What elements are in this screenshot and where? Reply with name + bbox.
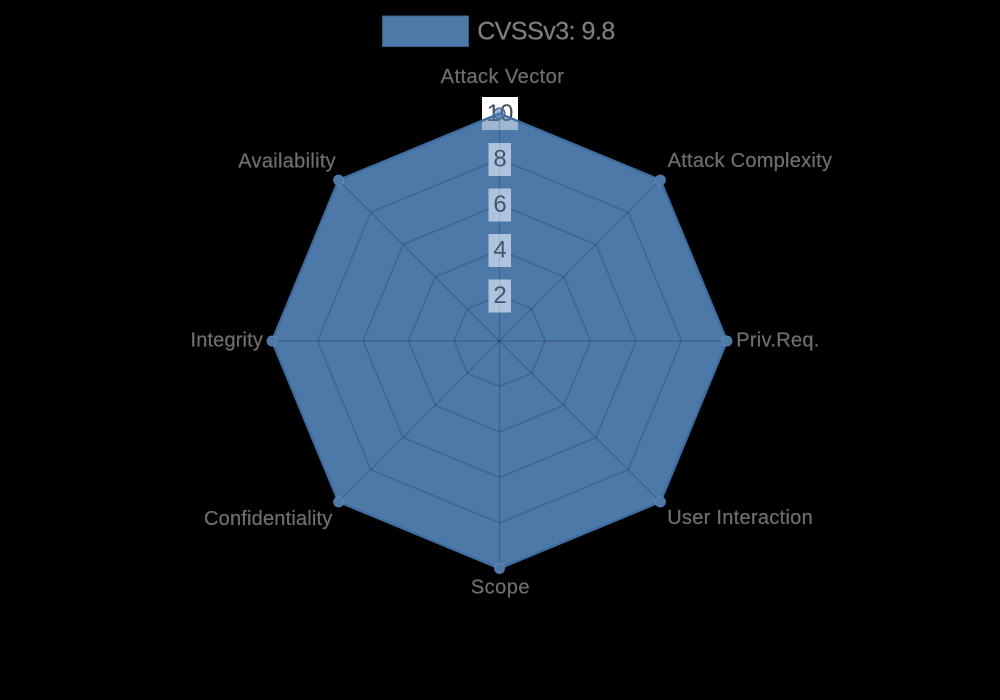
svg-text:Priv.Req.: Priv.Req. bbox=[736, 329, 819, 351]
svg-text:Integrity: Integrity bbox=[191, 330, 264, 352]
svg-text:CVSSv3: 9.8: CVSSv3: 9.8 bbox=[477, 18, 615, 46]
svg-text:Availability: Availability bbox=[238, 151, 336, 173]
svg-text:4: 4 bbox=[493, 237, 506, 264]
svg-text:Attack Complexity: Attack Complexity bbox=[668, 150, 833, 172]
svg-text:Scope: Scope bbox=[471, 576, 530, 598]
svg-text:Attack Vector: Attack Vector bbox=[441, 66, 565, 88]
svg-text:8: 8 bbox=[493, 146, 506, 173]
svg-text:Confidentiality: Confidentiality bbox=[204, 508, 332, 530]
svg-text:2: 2 bbox=[493, 282, 506, 309]
svg-text:User Interaction: User Interaction bbox=[667, 507, 813, 529]
svg-text:6: 6 bbox=[493, 191, 506, 218]
